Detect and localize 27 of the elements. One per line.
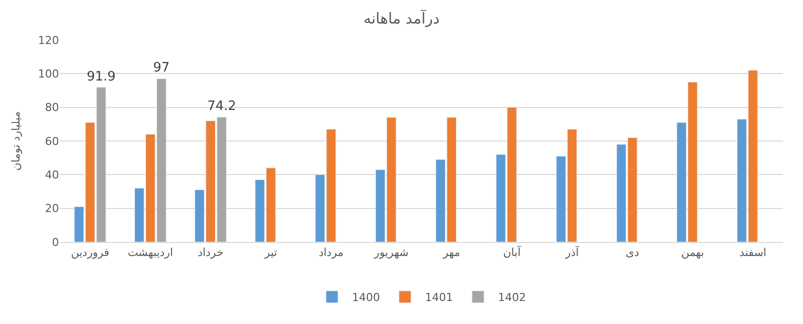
y-axis-title: میلیارد تومان: [10, 111, 23, 171]
y-tick-label: 80: [45, 101, 59, 114]
y-tick-label: 100: [38, 68, 59, 81]
data-label: 74.2: [207, 99, 236, 114]
x-tick-label: شهریور: [373, 246, 409, 260]
y-tick-label: 60: [45, 134, 59, 148]
x-tick-label: خرداد: [198, 246, 224, 260]
x-tick-label: مرداد: [318, 246, 344, 260]
x-tick-label: مهر: [442, 246, 460, 260]
data-label: 97: [153, 60, 170, 76]
chart-title: درآمد ماهانه: [363, 8, 440, 28]
data-label: 91.9: [86, 69, 116, 84]
x-tick-label: اردیبهشت: [128, 246, 174, 260]
y-tick-label: 0: [52, 236, 59, 249]
x-tick-label: دی: [626, 246, 640, 260]
x-tick-label: اسفند: [739, 246, 766, 260]
x-tick-label: آبان: [503, 245, 522, 260]
x-tick-label: فروردین: [70, 246, 110, 260]
y-tick-label: 120: [38, 34, 59, 47]
legend-label: 1401: [425, 291, 453, 304]
x-tick-label: بهمن: [681, 246, 704, 260]
y-tick-label: 20: [45, 202, 59, 216]
y-tick-label: 40: [45, 168, 59, 182]
x-tick-label: آذر: [564, 245, 580, 260]
x-tick-label: تیر: [264, 246, 278, 260]
legend-label: 1400: [352, 291, 380, 304]
legend-label: 1402: [498, 291, 526, 304]
